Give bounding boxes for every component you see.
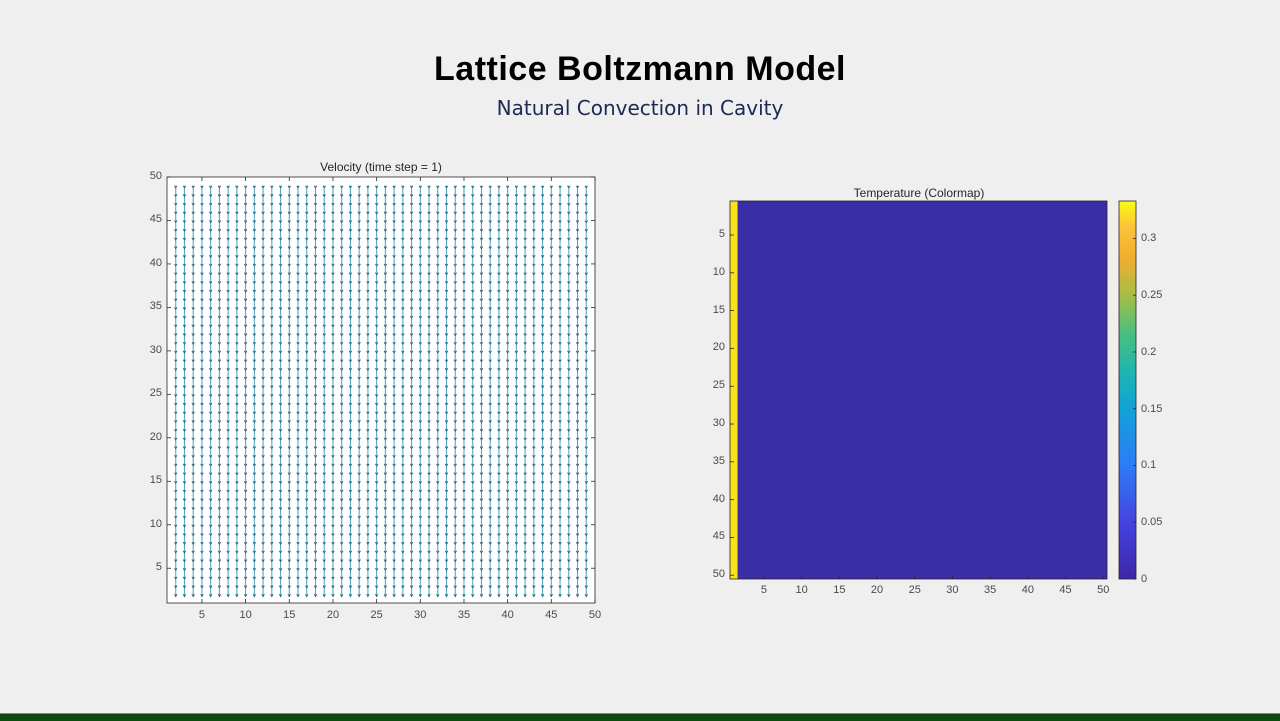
temperature-xtick-label: 50 [1097, 584, 1110, 596]
slide-subtitle: Natural Convection in Cavity [496, 96, 784, 120]
colorbar-tick-label: 0.15 [1141, 402, 1163, 415]
velocity-xtick-label: 40 [501, 609, 514, 621]
velocity-ytick-label: 30 [149, 343, 162, 356]
temperature-chart-title: Temperature (Colormap) [853, 186, 985, 200]
colorbar [1118, 200, 1137, 580]
velocity-xtick-label: 50 [588, 609, 602, 621]
temperature-ytick-label: 5 [718, 228, 725, 241]
velocity-ytick-label: 35 [149, 300, 162, 313]
velocity-ytick-label: 10 [149, 517, 162, 530]
colorbar-tick-label: 0.1 [1141, 459, 1157, 472]
velocity-ytick-label: 45 [149, 213, 162, 226]
temperature-ytick-label: 20 [712, 341, 725, 354]
colorbar-tick-label: 0.05 [1141, 516, 1163, 529]
velocity-ytick-label: 15 [149, 474, 162, 487]
temperature-xtick-label: 10 [795, 584, 808, 596]
temperature-xtick-label: 45 [1059, 584, 1072, 596]
temperature-ytick-label: 40 [712, 492, 725, 505]
temperature-xtick-label: 15 [833, 584, 846, 596]
temperature-xtick-label: 20 [870, 584, 884, 596]
colorbar-tick-label: 0 [1141, 573, 1148, 585]
slide-title: Lattice Boltzmann Model [434, 50, 846, 88]
velocity-chart-title: Velocity (time step = 1) [320, 160, 442, 174]
temperature-xtick-label: 40 [1021, 584, 1034, 596]
colorbar-tick-label: 0.25 [1141, 289, 1163, 302]
temperature-ytick-label: 30 [712, 417, 725, 430]
velocity-ytick-label: 50 [149, 170, 162, 182]
colorbar-tick-label: 0.3 [1141, 232, 1157, 245]
velocity-xtick-label: 25 [370, 609, 383, 621]
velocity-ytick-label: 25 [149, 387, 162, 400]
velocity-xtick-label: 5 [198, 609, 205, 621]
velocity-xtick-label: 35 [457, 609, 471, 621]
temperature-xtick-label: 35 [984, 584, 997, 596]
temperature-ytick-label: 50 [712, 568, 725, 581]
temperature-ytick-label: 15 [712, 303, 725, 316]
velocity-xtick-label: 45 [545, 609, 558, 621]
temperature-ytick-label: 25 [712, 379, 725, 392]
temperature-xtick-label: 25 [908, 584, 921, 596]
hot-wall-column [730, 201, 738, 579]
velocity-ytick-label: 40 [149, 256, 162, 269]
temperature-xtick-label: 5 [760, 584, 767, 596]
velocity-ytick-label: 20 [149, 430, 162, 443]
colorbar-tick-label: 0.2 [1141, 345, 1157, 358]
velocity-xtick-label: 20 [326, 609, 340, 621]
velocity-ytick-label: 5 [155, 561, 162, 574]
temperature-ytick-label: 10 [712, 265, 725, 278]
velocity-xtick-label: 30 [414, 609, 427, 621]
quiver-arrows [174, 185, 588, 598]
velocity-xtick-label: 10 [239, 609, 252, 621]
temperature-ytick-label: 35 [712, 454, 725, 467]
velocity-xtick-label: 15 [283, 609, 296, 621]
temperature-ytick-label: 45 [712, 530, 725, 543]
temperature-xtick-label: 30 [946, 584, 959, 596]
bottom-accent-bar [0, 713, 1280, 721]
